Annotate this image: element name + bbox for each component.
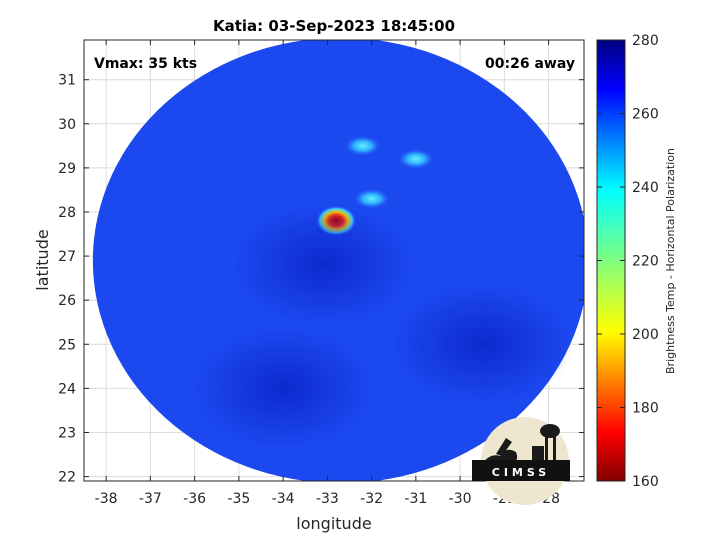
colorbar-tick-label: 160	[632, 474, 659, 490]
cimss-logo-text: CIMSS	[492, 466, 550, 479]
swath-features	[193, 135, 573, 449]
y-tick-label: 26	[58, 293, 76, 309]
y-axis: 22 23 24 25 26 27 28 29 30 31	[58, 73, 584, 486]
swath-feature	[232, 204, 413, 325]
colorbar-tick-label: 180	[632, 401, 659, 417]
x-tick-label: -30	[449, 491, 472, 507]
y-axis-label: latitude	[33, 229, 52, 290]
colorbar-ticks: 160 180 200 220 240 260 280	[597, 33, 659, 490]
x-tick-label: -35	[227, 491, 250, 507]
vmax-annotation: Vmax: 35 kts	[94, 56, 197, 72]
y-tick-label: 22	[58, 470, 76, 486]
swath-feature	[193, 328, 374, 449]
colorbar-tick-label: 260	[632, 107, 659, 123]
x-tick-label: -38	[95, 491, 118, 507]
swath-feature	[397, 149, 434, 170]
y-tick-label: 25	[58, 337, 76, 353]
y-tick-label: 24	[58, 381, 76, 397]
y-tick-label: 30	[58, 117, 76, 133]
colorbar-tick-label: 200	[632, 327, 659, 343]
swath-feature	[392, 284, 573, 405]
plot-frame	[83, 39, 585, 482]
swath-feature	[344, 135, 381, 156]
x-tick-label: -37	[139, 491, 162, 507]
y-tick-label: 27	[58, 249, 76, 265]
x-tick-label: -34	[272, 491, 295, 507]
y-tick-label: 31	[58, 73, 76, 89]
colorbar-tick-label: 220	[632, 254, 659, 270]
time-away-annotation: 00:26 away	[485, 56, 575, 72]
y-tick-label: 28	[58, 205, 76, 221]
cimss-logo: CIMSS	[472, 417, 570, 505]
x-tick-label: -32	[360, 491, 383, 507]
swath-feature	[353, 188, 390, 209]
chart-title: Katia: 03-Sep-2023 18:45:00	[213, 17, 455, 35]
x-axis-label: longitude	[296, 514, 371, 533]
colorbar-tick-label: 240	[632, 180, 659, 196]
colorbar-label: Brightness Temp - Horizontal Polarizatio…	[664, 148, 677, 374]
x-tick-label: -31	[404, 491, 427, 507]
y-tick-label: 29	[58, 161, 76, 177]
x-tick-label: -36	[183, 491, 206, 507]
x-tick-label: -33	[316, 491, 339, 507]
y-tick-label: 23	[58, 425, 76, 441]
colorbar-tick-label: 280	[632, 33, 659, 49]
